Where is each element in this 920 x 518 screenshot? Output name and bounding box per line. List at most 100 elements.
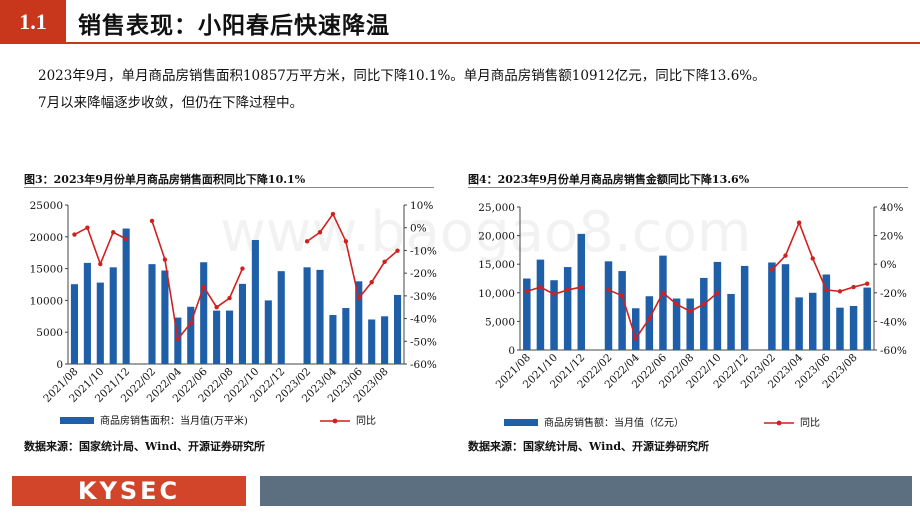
header-divider: [66, 42, 920, 44]
y-left-tick-label: 25000: [30, 200, 63, 212]
bar: [863, 287, 871, 350]
bar: [329, 315, 337, 364]
yoy-point: [369, 280, 374, 285]
bar: [523, 278, 531, 350]
legend-line-label: 同比: [800, 417, 820, 429]
bar: [187, 306, 195, 364]
y-right-tick-label: 0%: [410, 223, 427, 235]
chart-sales-area: 0 5000 10000 15000 20000 25000 -60% -50% -40% -30…: [30, 200, 437, 427]
y-right-tick-label: -40%: [410, 314, 437, 326]
bar: [381, 316, 389, 364]
yoy-point: [214, 305, 219, 310]
yoy-point: [565, 287, 570, 293]
yoy-point: [715, 290, 720, 295]
y-right-tick-label: -40%: [880, 316, 907, 328]
legend-line-marker: [332, 418, 338, 424]
yoy-point: [98, 261, 103, 267]
section-number: 1.1: [0, 0, 66, 44]
footer-bar: [260, 476, 912, 506]
yoy-line: [151, 220, 244, 341]
bar: [161, 270, 169, 364]
y-right-tick-label: -10%: [410, 245, 437, 257]
yoy-point: [579, 284, 584, 290]
yoy-point: [810, 256, 815, 261]
bar: [700, 277, 708, 350]
bar: [109, 267, 117, 364]
bar: [781, 264, 790, 350]
y-right-tick-label: 10%: [410, 200, 433, 212]
legend-line-marker: [776, 420, 782, 426]
y-left-tick-label: 10000: [30, 295, 63, 307]
y-left-tick-label: 5,000: [485, 316, 515, 328]
bar: [355, 281, 363, 364]
bar: [393, 294, 402, 364]
bar: [96, 282, 104, 364]
bar: [264, 300, 272, 364]
y-right-tick-label: 40%: [880, 202, 903, 214]
yoy-point: [524, 289, 530, 294]
yoy-point: [240, 266, 245, 271]
yoy-point: [111, 230, 116, 235]
bar: [70, 284, 79, 364]
yoy-line: [74, 226, 127, 267]
summary-line-1: 2023年9月，单月商品房销售面积10857万平方米，同比下降10.1%。单月商…: [38, 68, 766, 84]
bar: [148, 264, 156, 364]
bar: [225, 310, 234, 364]
yoy-point: [188, 320, 193, 326]
chart-sales-amount: 0 5,000 10,000 15,000 20,000 25,000 -60% -40% -2…: [478, 202, 907, 429]
yoy-point: [864, 281, 870, 286]
kysec-logo: KYSEC: [12, 476, 246, 506]
yoy-point: [85, 225, 90, 230]
y-right-tick-label: 0%: [880, 259, 897, 271]
yoy-point: [317, 230, 323, 235]
page-title: 销售表现：小阳春后快速降温: [78, 12, 390, 39]
yoy-point: [851, 284, 856, 290]
bar: [277, 271, 285, 364]
y-left-tick-label: 15,000: [478, 259, 515, 271]
legend-bar-swatch: [504, 419, 538, 426]
yoy-line: [306, 212, 399, 300]
yoy-point: [201, 284, 206, 289]
y-right-tick-label: -60%: [880, 345, 907, 357]
bar: [316, 269, 324, 364]
yoy-line: [771, 220, 868, 293]
yoy-point: [227, 295, 232, 301]
bar: [83, 262, 91, 364]
y-right-tick-label: -20%: [410, 268, 437, 280]
legend-bar-label: 商品房销售额：当月值（亿元）: [544, 416, 684, 429]
logo-text: KYSEC: [77, 477, 181, 505]
figure-3-title: 图3：2023年9月份单月商品房销售面积同比下降10.1%: [24, 173, 306, 186]
yoy-point: [701, 302, 707, 307]
yoy-point: [304, 239, 310, 244]
y-left-tick-label: 5000: [36, 327, 63, 339]
legend-bar-swatch: [60, 417, 94, 424]
yoy-point: [796, 220, 802, 225]
y-left-tick-label: 10,000: [478, 288, 515, 300]
y-left-tick-label: 20000: [30, 232, 63, 244]
y-left-tick-label: 15000: [30, 264, 63, 276]
bar: [577, 233, 586, 350]
bar: [659, 255, 667, 350]
figure-4-source: 数据来源：国家统计局、Wind、开源证券研究所: [468, 440, 710, 453]
yoy-point: [175, 336, 181, 342]
yoy-point: [149, 218, 155, 224]
yoy-point: [343, 239, 349, 244]
figure-3-source: 数据来源：国家统计局、Wind、开源证券研究所: [24, 440, 266, 453]
y-left-tick-label: 0: [508, 345, 515, 357]
bar: [713, 261, 722, 350]
bar: [618, 271, 626, 350]
bar: [822, 274, 831, 350]
bar: [836, 307, 844, 350]
yoy-point: [674, 302, 679, 307]
watermark-text: www.baogao8.com: [220, 200, 752, 265]
bar: [604, 261, 613, 350]
y-right-tick-label: -30%: [410, 291, 437, 303]
y-right-tick-label: -60%: [410, 359, 437, 371]
bar: [672, 298, 681, 350]
bar: [368, 319, 376, 364]
yoy-point: [538, 284, 543, 290]
yoy-point: [837, 289, 843, 294]
bar: [536, 259, 545, 350]
bar: [645, 296, 654, 350]
bar: [727, 293, 735, 350]
